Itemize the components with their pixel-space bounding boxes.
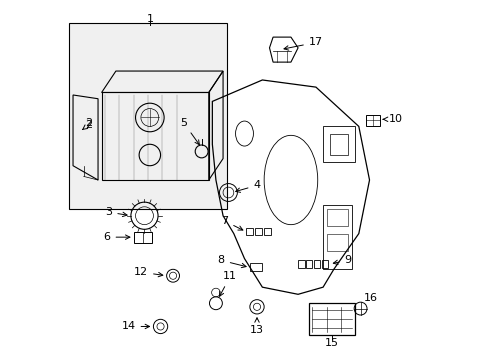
Bar: [323, 205, 351, 269]
Text: 6: 6: [103, 232, 130, 242]
Bar: [313, 260, 320, 267]
Text: 12: 12: [134, 267, 163, 277]
Text: 3: 3: [105, 207, 127, 217]
Bar: [326, 234, 347, 251]
Bar: [305, 260, 312, 267]
Bar: [134, 232, 151, 243]
Bar: [249, 263, 262, 271]
Text: 13: 13: [249, 318, 264, 335]
Text: 11: 11: [219, 271, 237, 296]
Bar: [329, 134, 347, 155]
Bar: [308, 303, 354, 336]
Text: 2: 2: [82, 120, 93, 130]
Text: 10: 10: [383, 114, 402, 124]
Text: 17: 17: [284, 37, 322, 50]
Text: 16: 16: [364, 293, 378, 303]
Bar: [326, 208, 347, 226]
Text: 7: 7: [221, 216, 243, 230]
Text: 5: 5: [180, 118, 199, 145]
Bar: [69, 23, 226, 208]
Text: 15: 15: [325, 338, 338, 347]
Bar: [321, 260, 327, 267]
Bar: [323, 126, 354, 162]
Bar: [246, 228, 253, 235]
Bar: [264, 228, 271, 235]
Bar: [298, 260, 304, 267]
Text: 8: 8: [217, 255, 245, 267]
Text: 4: 4: [235, 180, 260, 192]
Text: 9: 9: [333, 255, 351, 265]
Bar: [255, 228, 262, 235]
Text: 2: 2: [85, 118, 93, 128]
Text: 1: 1: [146, 14, 153, 24]
Bar: [365, 115, 379, 126]
Text: 14: 14: [121, 321, 149, 332]
